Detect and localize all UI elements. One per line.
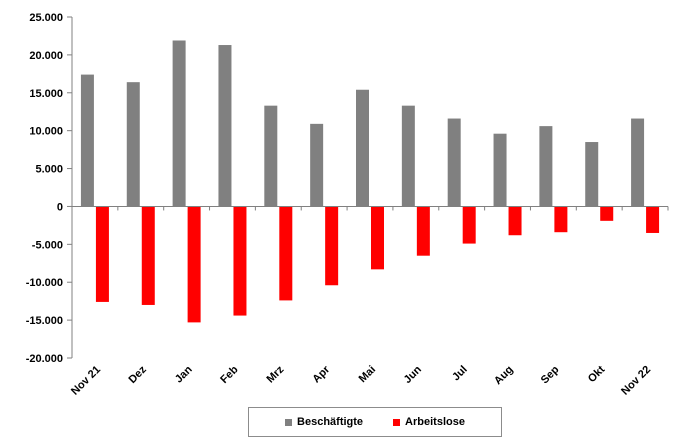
x-tick-label: Dez [127,363,150,386]
bar-arbeitslose [279,206,293,301]
legend-label-arbeitslose: Arbeitslose [405,416,465,428]
bar-arbeitslose [233,206,247,316]
bar-beschaeftigte [218,45,232,207]
x-tick-label: Nov 21 [69,364,103,398]
y-tick-label: 20.000 [29,50,63,62]
y-tick-label: -10.000 [26,277,63,289]
x-tick-label: Jan [173,363,195,385]
legend-swatch-arbeitslose [393,418,401,426]
legend-swatch-beschaeftigte [285,418,293,426]
bar-beschaeftigte [310,123,324,207]
bar-arbeitslose [462,206,476,244]
bar-beschaeftigte [493,133,507,207]
x-tick-label: Mai [357,364,378,385]
bar-beschaeftigte [539,126,553,207]
x-tick-label: Aug [492,364,516,388]
y-tick-label: 10.000 [29,126,63,138]
bar-arbeitslose [554,206,568,233]
bar-arbeitslose [371,206,384,270]
bar-arbeitslose [95,206,109,302]
y-tick-label: 0 [57,201,63,213]
bar-beschaeftigte [356,89,369,207]
y-tick-label: -20.000 [26,353,63,365]
bar-beschaeftigte [401,105,415,207]
legend: Beschäftigte Arbeitslose [248,407,502,437]
x-tick-label: Feb [218,363,241,386]
legend-label-beschaeftigte: Beschäftigte [297,416,364,428]
bar-beschaeftigte [126,82,140,207]
x-tick-label: Okt [586,363,608,385]
bar-beschaeftigte [264,105,278,207]
bar-arbeitslose [187,206,201,323]
y-tick-label: -5.000 [32,239,63,251]
bar-arbeitslose [416,206,430,256]
x-tick-label: Apr [310,363,332,385]
y-tick-label: 15.000 [29,88,63,100]
bar-beschaeftigte [631,118,645,207]
legend-item-arbeitslose: Arbeitslose [393,416,465,428]
y-tick-label: -15.000 [26,315,63,327]
bar-beschaeftigte [447,118,461,207]
chart: 25.000 20.000 15.000 10.000 5.000 0 -5.000 -10.… [26,12,669,398]
x-tick-label: Mrz [265,363,287,385]
bar-arbeitslose [508,206,522,236]
bar-beschaeftigte [585,142,599,207]
y-tick-label: 5.000 [35,164,63,176]
x-tick-label: Nov 22 [619,364,653,398]
bar-arbeitslose [325,206,339,286]
x-tick-label: Jul [450,364,470,384]
legend-item-beschaeftigte: Beschäftigte [285,416,363,428]
bar-beschaeftigte [172,40,186,207]
y-tick-label: 25.000 [29,12,63,24]
bar-arbeitslose [600,206,614,221]
bar-beschaeftigte [80,74,94,207]
bar-arbeitslose [141,206,155,305]
x-tick-label: Sep [539,363,562,386]
bar-arbeitslose [646,206,660,233]
x-tick-label: Jun [402,363,425,386]
